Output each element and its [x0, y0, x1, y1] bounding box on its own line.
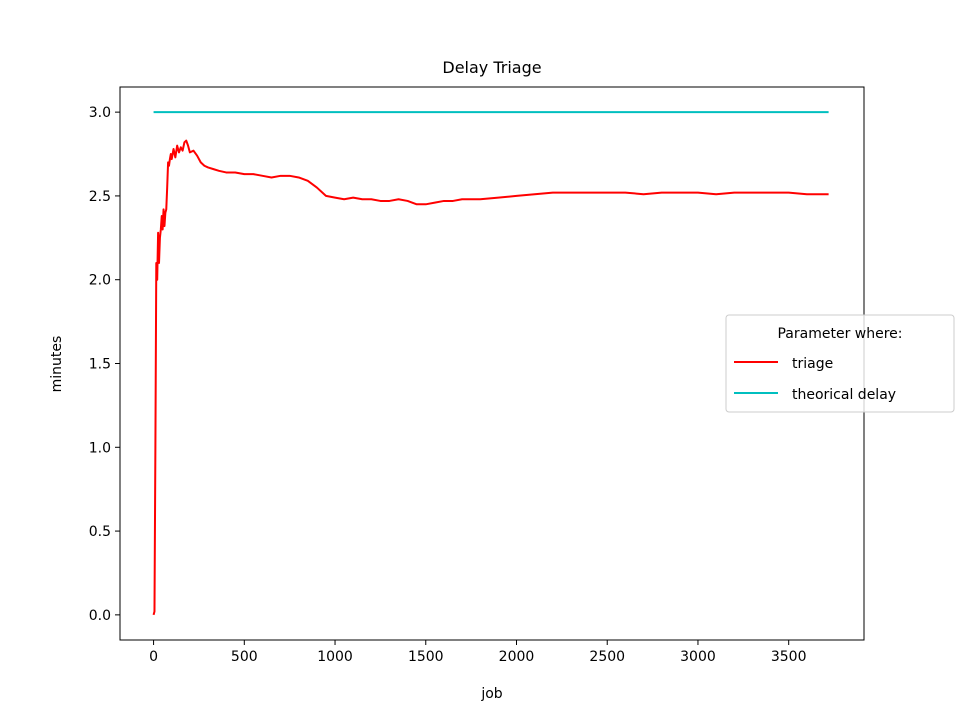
- legend-label-theorical-delay: theorical delay: [792, 387, 896, 403]
- x-tick-label: 1500: [408, 649, 444, 665]
- x-tick-label: 3000: [680, 649, 716, 665]
- x-axis: 0 500 1000 1500 2000 2500 3000 3500: [149, 640, 807, 665]
- y-tick-label: 0.5: [89, 524, 111, 540]
- y-axis-label: minutes: [49, 336, 65, 393]
- y-tick-label: 1.0: [89, 440, 111, 456]
- x-tick-label: 2000: [499, 649, 535, 665]
- y-tick-label: 2.5: [89, 189, 111, 205]
- x-tick-label: 1000: [317, 649, 353, 665]
- y-tick-label: 1.5: [89, 357, 111, 373]
- legend-title: Parameter where:: [777, 326, 902, 342]
- legend-box: [725, 314, 955, 413]
- x-axis-label: job: [480, 686, 502, 702]
- legend-label-triage: triage: [792, 356, 833, 372]
- x-tick-label: 0: [149, 649, 158, 665]
- x-tick-label: 2500: [589, 649, 625, 665]
- chart-title: Delay Triage: [442, 58, 541, 77]
- x-tick-label: 3500: [771, 649, 807, 665]
- y-tick-label: 0.0: [89, 608, 111, 624]
- y-axis: 0.0 0.5 1.0 1.5 2.0 2.5 3.0: [89, 105, 120, 624]
- plot-area: [152, 111, 829, 616]
- legend: Parameter where: triage theorical delay: [725, 314, 955, 413]
- x-tick-label: 500: [231, 649, 258, 665]
- y-tick-label: 3.0: [89, 105, 111, 121]
- y-tick-label: 2.0: [89, 273, 111, 289]
- series-line-triage: [152, 139, 829, 616]
